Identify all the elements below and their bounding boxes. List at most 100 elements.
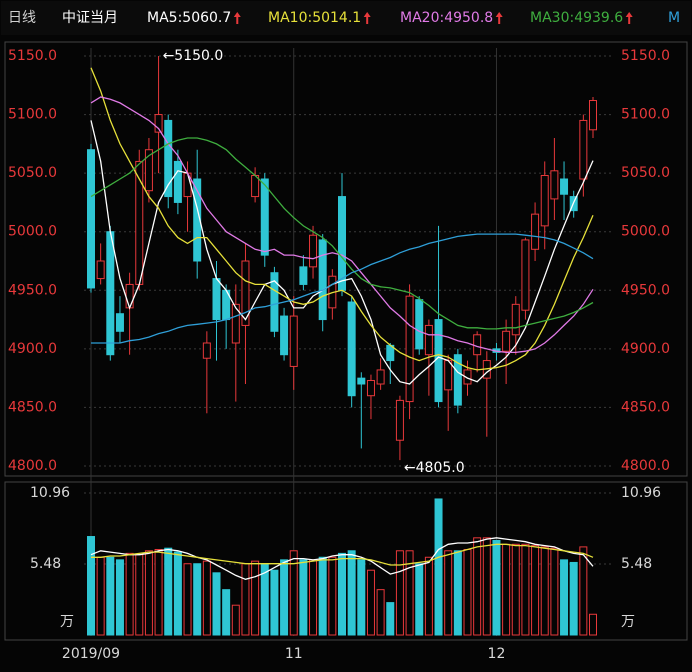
y2-tick-label: 5050.0 [621, 165, 670, 181]
volume-bar [251, 560, 260, 636]
y-tick-label: 4850.0 [8, 399, 57, 415]
candle-body [589, 100, 597, 131]
header-bar [1, 1, 691, 35]
candle-body [338, 196, 346, 291]
legend-label: MA20:4950.8 [400, 10, 493, 26]
volume-bar [386, 602, 395, 636]
ma-line [90, 67, 594, 371]
candle-body [115, 313, 124, 332]
ma-line [90, 96, 594, 354]
instrument[interactable]: 中证当月 [62, 10, 118, 26]
volume-bar [473, 537, 482, 636]
y2-tick-label: 4900.0 [621, 341, 670, 357]
annotation: ←4805.0 [404, 460, 465, 476]
volume-bar [482, 537, 491, 636]
volume-bar [424, 556, 433, 636]
volume-bar [183, 563, 192, 636]
volume-bar [164, 547, 173, 636]
y2-tick-label: 4850.0 [621, 399, 670, 415]
volume-bar [502, 543, 511, 636]
volume-bar [115, 559, 124, 636]
legend-label: MA10:5014.1 [268, 10, 361, 26]
candle-body [502, 330, 511, 352]
volume-bar [511, 543, 520, 636]
volume-bar [289, 550, 298, 636]
candle-body [395, 399, 404, 441]
volume-bar [366, 569, 375, 636]
candle-body [531, 213, 540, 250]
candle-body [87, 149, 95, 289]
legend-label: MA30:4939.6 [530, 10, 623, 26]
candle-body [347, 301, 356, 397]
volume-bar [376, 589, 385, 636]
volume-bar [270, 569, 279, 636]
y-tick-label: 5100.0 [8, 107, 57, 123]
candle-body [164, 119, 173, 198]
annotation: ←5150.0 [163, 48, 224, 64]
volume-bar [415, 563, 424, 636]
volume-bar [357, 559, 366, 636]
volume-bar [241, 563, 250, 636]
ma-line [91, 233, 594, 344]
y-tick-label: 4900.0 [8, 341, 57, 357]
y2-tick-label: 4800.0 [621, 458, 670, 474]
candle-body [579, 119, 588, 180]
more-button[interactable]: M [668, 10, 680, 26]
period[interactable]: 日线 [8, 10, 36, 26]
volume-bar [144, 550, 153, 636]
candle-body [260, 178, 269, 256]
volume-bar [550, 547, 559, 636]
volume-ma-line [91, 543, 594, 566]
volume-bar [463, 548, 472, 636]
y2-tick-label: 5150.0 [621, 48, 670, 64]
candle-body [357, 377, 366, 385]
volume-unit-left: 万 [60, 614, 74, 630]
candle-body [424, 324, 433, 356]
candle-body [463, 369, 472, 385]
y2-tick-label: 4950.0 [621, 282, 670, 298]
volume-tick-label: 5.48 [30, 556, 61, 572]
volume-bar [434, 498, 443, 636]
candle-body [453, 354, 462, 406]
candle-body [154, 114, 163, 133]
volume-bar [338, 552, 346, 636]
ma-line [90, 137, 594, 330]
y-tick-label: 5000.0 [8, 224, 57, 240]
candle-body [212, 278, 221, 321]
volume-bar [328, 556, 337, 636]
volume-panel [4, 481, 688, 641]
volume-bar [280, 559, 289, 636]
candle-body [540, 174, 549, 227]
volume-bar [222, 589, 231, 636]
volume-bar [309, 559, 318, 636]
volume-bar [125, 552, 134, 636]
y-tick-label: 5150.0 [8, 48, 57, 64]
candle-body [299, 266, 308, 285]
volume-tick-label: 5.48 [621, 556, 652, 572]
y2-tick-label: 5100.0 [621, 107, 670, 123]
candle-body [231, 303, 240, 344]
volume-bar [106, 556, 115, 636]
volume-bar [569, 561, 578, 636]
volume-bar [299, 559, 308, 636]
volume-bar [87, 536, 95, 636]
volume-bar [560, 559, 569, 636]
x-tick-label: 11 [285, 646, 303, 662]
volume-bar [154, 548, 163, 636]
y-tick-label: 5050.0 [8, 165, 57, 181]
volume-bar [231, 604, 240, 636]
candle-body [270, 272, 279, 332]
candle-body [405, 295, 414, 403]
candle-body [125, 283, 134, 309]
candle-body [280, 315, 289, 356]
candle-body [241, 260, 250, 326]
candle-body [434, 319, 443, 403]
candle-body [473, 334, 482, 356]
candle-body [144, 149, 153, 192]
candle-body [173, 160, 182, 203]
legend-arrow [233, 12, 241, 24]
y-tick-label: 4950.0 [8, 282, 57, 298]
legend-arrow [625, 12, 633, 24]
y2-tick-label: 5000.0 [621, 224, 670, 240]
